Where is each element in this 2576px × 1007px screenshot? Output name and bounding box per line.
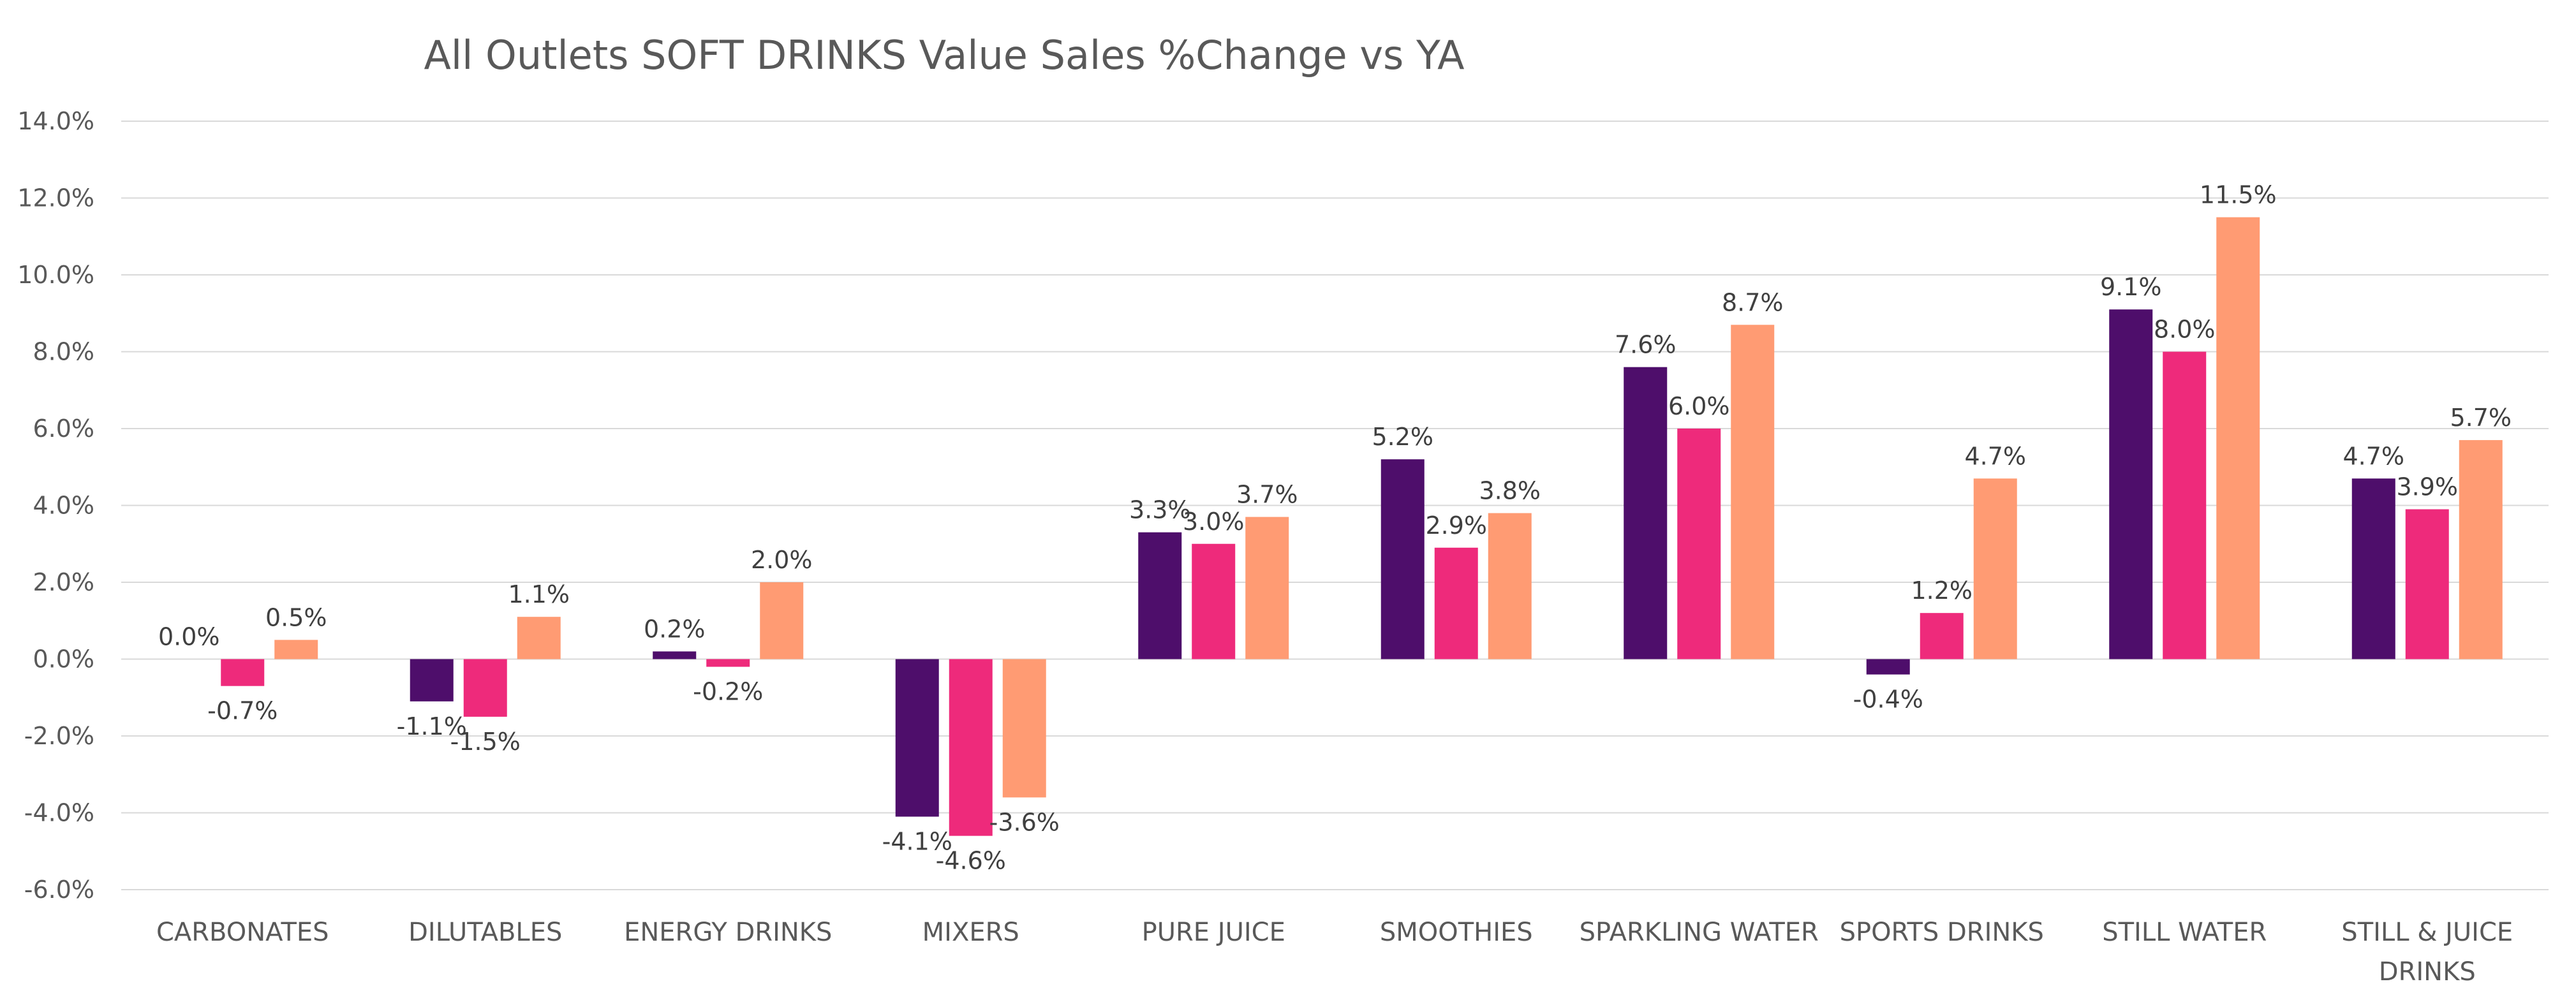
x-tick-label: DILUTABLES — [408, 918, 562, 947]
data-label: 5.2% — [1372, 423, 1433, 451]
bar — [274, 640, 318, 659]
x-tick-label: SPARKLING WATER — [1580, 918, 1819, 947]
bar — [653, 651, 697, 659]
bar — [2216, 217, 2260, 659]
data-label: 8.0% — [2154, 316, 2216, 344]
y-tick-label: -4.0% — [24, 799, 94, 827]
bar — [1138, 532, 1182, 659]
bars — [221, 217, 2503, 836]
x-tick-label: SMOOTHIES — [1380, 918, 1533, 947]
x-axis-tick-labels: CARBONATES DILUTABLES ENERGY DRINKS MIXERS P… — [156, 918, 2513, 987]
data-label: -0.7% — [207, 697, 278, 725]
bar — [2163, 351, 2207, 659]
bar — [1624, 367, 1668, 659]
bar — [2109, 309, 2153, 659]
bar — [1866, 659, 1910, 675]
bar — [1381, 459, 1425, 659]
data-label: -4.1% — [882, 828, 952, 856]
x-tick-label: CARBONATES — [156, 918, 329, 947]
y-axis-tick-labels: 14.0% 12.0% 10.0% 8.0% 6.0% 4.0% 2.0% 0.0% -2.0%… — [17, 107, 94, 904]
data-label: 0.5% — [265, 603, 327, 631]
data-label: 2.0% — [751, 546, 813, 574]
data-label: -0.2% — [693, 678, 763, 706]
data-label: 4.7% — [2343, 442, 2404, 470]
bar — [2459, 440, 2503, 659]
x-tick-label: SPORTS DRINKS — [1840, 918, 2044, 947]
data-label: 0.2% — [644, 615, 706, 643]
data-label: 3.7% — [1236, 481, 1298, 509]
x-tick-label: DRINKS — [2379, 957, 2476, 987]
data-label: -1.1% — [397, 712, 467, 740]
data-label: 5.7% — [2450, 404, 2512, 432]
data-label: 8.7% — [1722, 288, 1784, 316]
x-tick-label: STILL & JUICE — [2341, 918, 2513, 947]
bar — [1973, 478, 2017, 659]
y-tick-label: 14.0% — [17, 107, 94, 135]
bar — [706, 659, 750, 667]
y-tick-label: 4.0% — [33, 492, 94, 520]
y-tick-label: 2.0% — [33, 568, 94, 596]
x-tick-label: STILL WATER — [2102, 918, 2267, 947]
data-label: 2.9% — [1425, 511, 1487, 540]
y-tick-label: 6.0% — [33, 415, 94, 443]
data-label: 6.0% — [1668, 392, 1730, 420]
bar — [760, 582, 804, 659]
data-label: -1.5% — [450, 728, 521, 756]
bar — [1731, 325, 1775, 659]
y-tick-label: -2.0% — [24, 722, 94, 750]
data-label: 3.9% — [2396, 473, 2458, 501]
bar — [1488, 513, 1532, 659]
bar — [1002, 659, 1046, 798]
bar — [895, 659, 939, 817]
data-label: -0.4% — [1853, 686, 1923, 714]
y-tick-label: -6.0% — [24, 876, 94, 904]
data-labels: 0.0% -0.7% 0.5% -1.1%-1.5% 1.1% 0.2% -0.2% 2.0%… — [158, 181, 2512, 875]
x-tick-label: MIXERS — [922, 918, 1019, 947]
y-tick-label: 0.0% — [33, 645, 94, 673]
data-label: 3.3% — [1129, 496, 1191, 524]
data-label: 1.1% — [508, 580, 570, 608]
data-label: 3.8% — [1479, 477, 1541, 505]
bar — [1192, 543, 1236, 659]
bar — [2405, 509, 2449, 659]
bar — [221, 659, 265, 686]
y-tick-label: 8.0% — [33, 338, 94, 366]
data-label: 0.0% — [158, 623, 220, 651]
x-tick-label: PURE JUICE — [1142, 918, 1285, 947]
chart-title: All Outlets SOFT DRINKS Value Sales %Cha… — [424, 32, 1464, 78]
bar — [2351, 478, 2395, 659]
bar — [410, 659, 454, 702]
bar — [1245, 517, 1289, 659]
data-label: -4.6% — [936, 847, 1006, 875]
data-label: 9.1% — [2100, 273, 2162, 301]
bar — [949, 659, 993, 836]
data-label: 1.2% — [1911, 577, 1973, 605]
data-label: 3.0% — [1183, 508, 1245, 536]
x-tick-label: ENERGY DRINKS — [624, 918, 832, 947]
y-tick-label: 10.0% — [17, 261, 94, 289]
data-label: 11.5% — [2200, 181, 2277, 209]
y-tick-label: 12.0% — [17, 184, 94, 212]
bar — [1920, 613, 1964, 659]
bar — [1677, 429, 1721, 659]
data-label: 4.7% — [1964, 442, 2026, 470]
data-label: -3.6% — [989, 808, 1060, 836]
bar — [1434, 547, 1478, 659]
data-label: 7.6% — [1615, 331, 1677, 359]
bar — [517, 617, 561, 659]
gridlines — [121, 121, 2549, 890]
bar — [463, 659, 507, 717]
